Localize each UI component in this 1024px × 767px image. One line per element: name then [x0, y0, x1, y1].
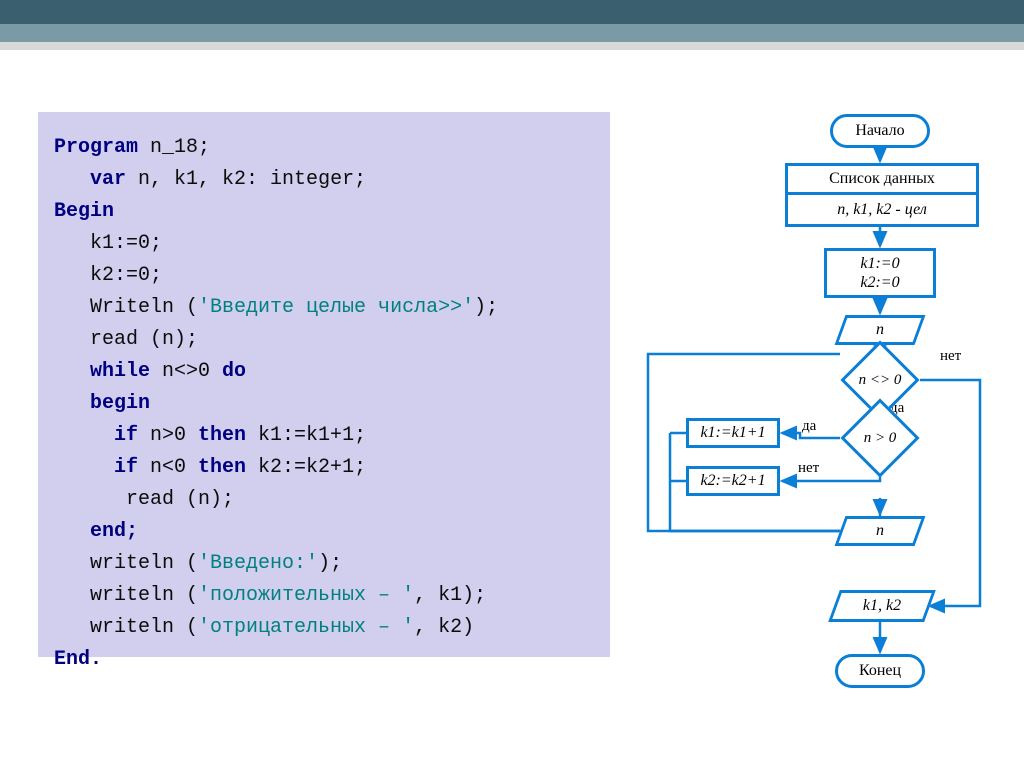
stmt-w3a: writeln ( — [54, 584, 198, 607]
label-cond2: n > 0 — [840, 418, 920, 458]
header-bar-2 — [0, 24, 1024, 42]
label-cond1: n <> 0 — [840, 360, 920, 400]
label-end: Конец — [859, 662, 901, 680]
stmt-w2b: ); — [318, 552, 342, 575]
node-var-types: n, k1, k2 - цел — [785, 195, 979, 227]
label-start: Начало — [855, 122, 904, 140]
kw-then1: then — [186, 424, 246, 447]
kw-var: var — [90, 168, 126, 191]
stmt-k1: k1:=0; — [54, 232, 162, 255]
kw-do: do — [210, 360, 246, 383]
kw-end1: end; — [54, 520, 138, 543]
label-no1: нет — [940, 348, 961, 365]
kw-begin: Begin — [54, 200, 114, 223]
kw-then2: then — [186, 456, 246, 479]
node-k2inc: k2:=k2+1 — [686, 466, 780, 496]
str-res3: 'отрицательных – ' — [198, 616, 414, 639]
label-data-list: Список данных — [829, 170, 935, 188]
if2-cond: n<0 — [138, 456, 186, 479]
kw-if2: if — [54, 456, 138, 479]
kw-begin2: begin — [54, 392, 150, 415]
node-output: k1, k2 — [834, 590, 930, 622]
label-init-2: k2:=0 — [860, 273, 899, 292]
if1-cond: n>0 — [138, 424, 186, 447]
stmt-w4a: writeln ( — [54, 616, 198, 639]
label-input-n2: n — [840, 516, 920, 546]
stmt-w3b: , k1); — [414, 584, 486, 607]
node-end: Конец — [835, 654, 925, 688]
label-var-types: n, k1, k2 - цел — [837, 201, 927, 219]
header-bar-1 — [0, 0, 1024, 24]
stmt-read: read (n); — [54, 328, 198, 351]
node-k1inc: k1:=k1+1 — [686, 418, 780, 448]
label-yes2: да — [802, 418, 816, 435]
stmt-w4b: , k2) — [414, 616, 474, 639]
stmt-writeln: Writeln ( — [54, 296, 198, 319]
str-res1: 'Введено:' — [198, 552, 318, 575]
if2-body: k2:=k2+1; — [246, 456, 366, 479]
str-prompt: 'Введите целые числа>>' — [198, 296, 474, 319]
node-start: Начало — [830, 114, 930, 148]
while-cond: n<>0 — [150, 360, 210, 383]
stmt-read2: read (n); — [54, 488, 234, 511]
label-no2: нет — [798, 460, 819, 477]
label-k1inc: k1:=k1+1 — [700, 424, 765, 442]
node-cond2: n > 0 — [840, 418, 920, 458]
var-decl: n, k1, k2: integer; — [126, 168, 366, 191]
node-cond1: n <> 0 — [840, 360, 920, 400]
node-data-list: Список данных — [785, 163, 979, 195]
str-res2: 'положительных – ' — [198, 584, 414, 607]
kw-end: End. — [54, 648, 102, 671]
code-panel: Program n_18; var n, k1, k2: integer; Be… — [38, 112, 610, 657]
node-init: k1:=0 k2:=0 — [824, 248, 936, 298]
header-bar-3 — [0, 42, 1024, 50]
label-init-1: k1:=0 — [860, 254, 899, 273]
kw-program: Program — [54, 136, 138, 159]
node-input-n2: n — [840, 516, 920, 546]
label-k2inc: k2:=k2+1 — [700, 472, 765, 490]
flowchart: Начало Список данных n, k1, k2 - цел k1:… — [640, 98, 1010, 753]
if1-body: k1:=k1+1; — [246, 424, 366, 447]
kw-while: while — [54, 360, 150, 383]
stmt-k2: k2:=0; — [54, 264, 162, 287]
label-output: k1, k2 — [834, 590, 930, 622]
prog-name: n_18; — [138, 136, 210, 159]
stmt-writeln-end: ); — [474, 296, 498, 319]
stmt-w2a: writeln ( — [54, 552, 198, 575]
kw-if1: if — [54, 424, 138, 447]
